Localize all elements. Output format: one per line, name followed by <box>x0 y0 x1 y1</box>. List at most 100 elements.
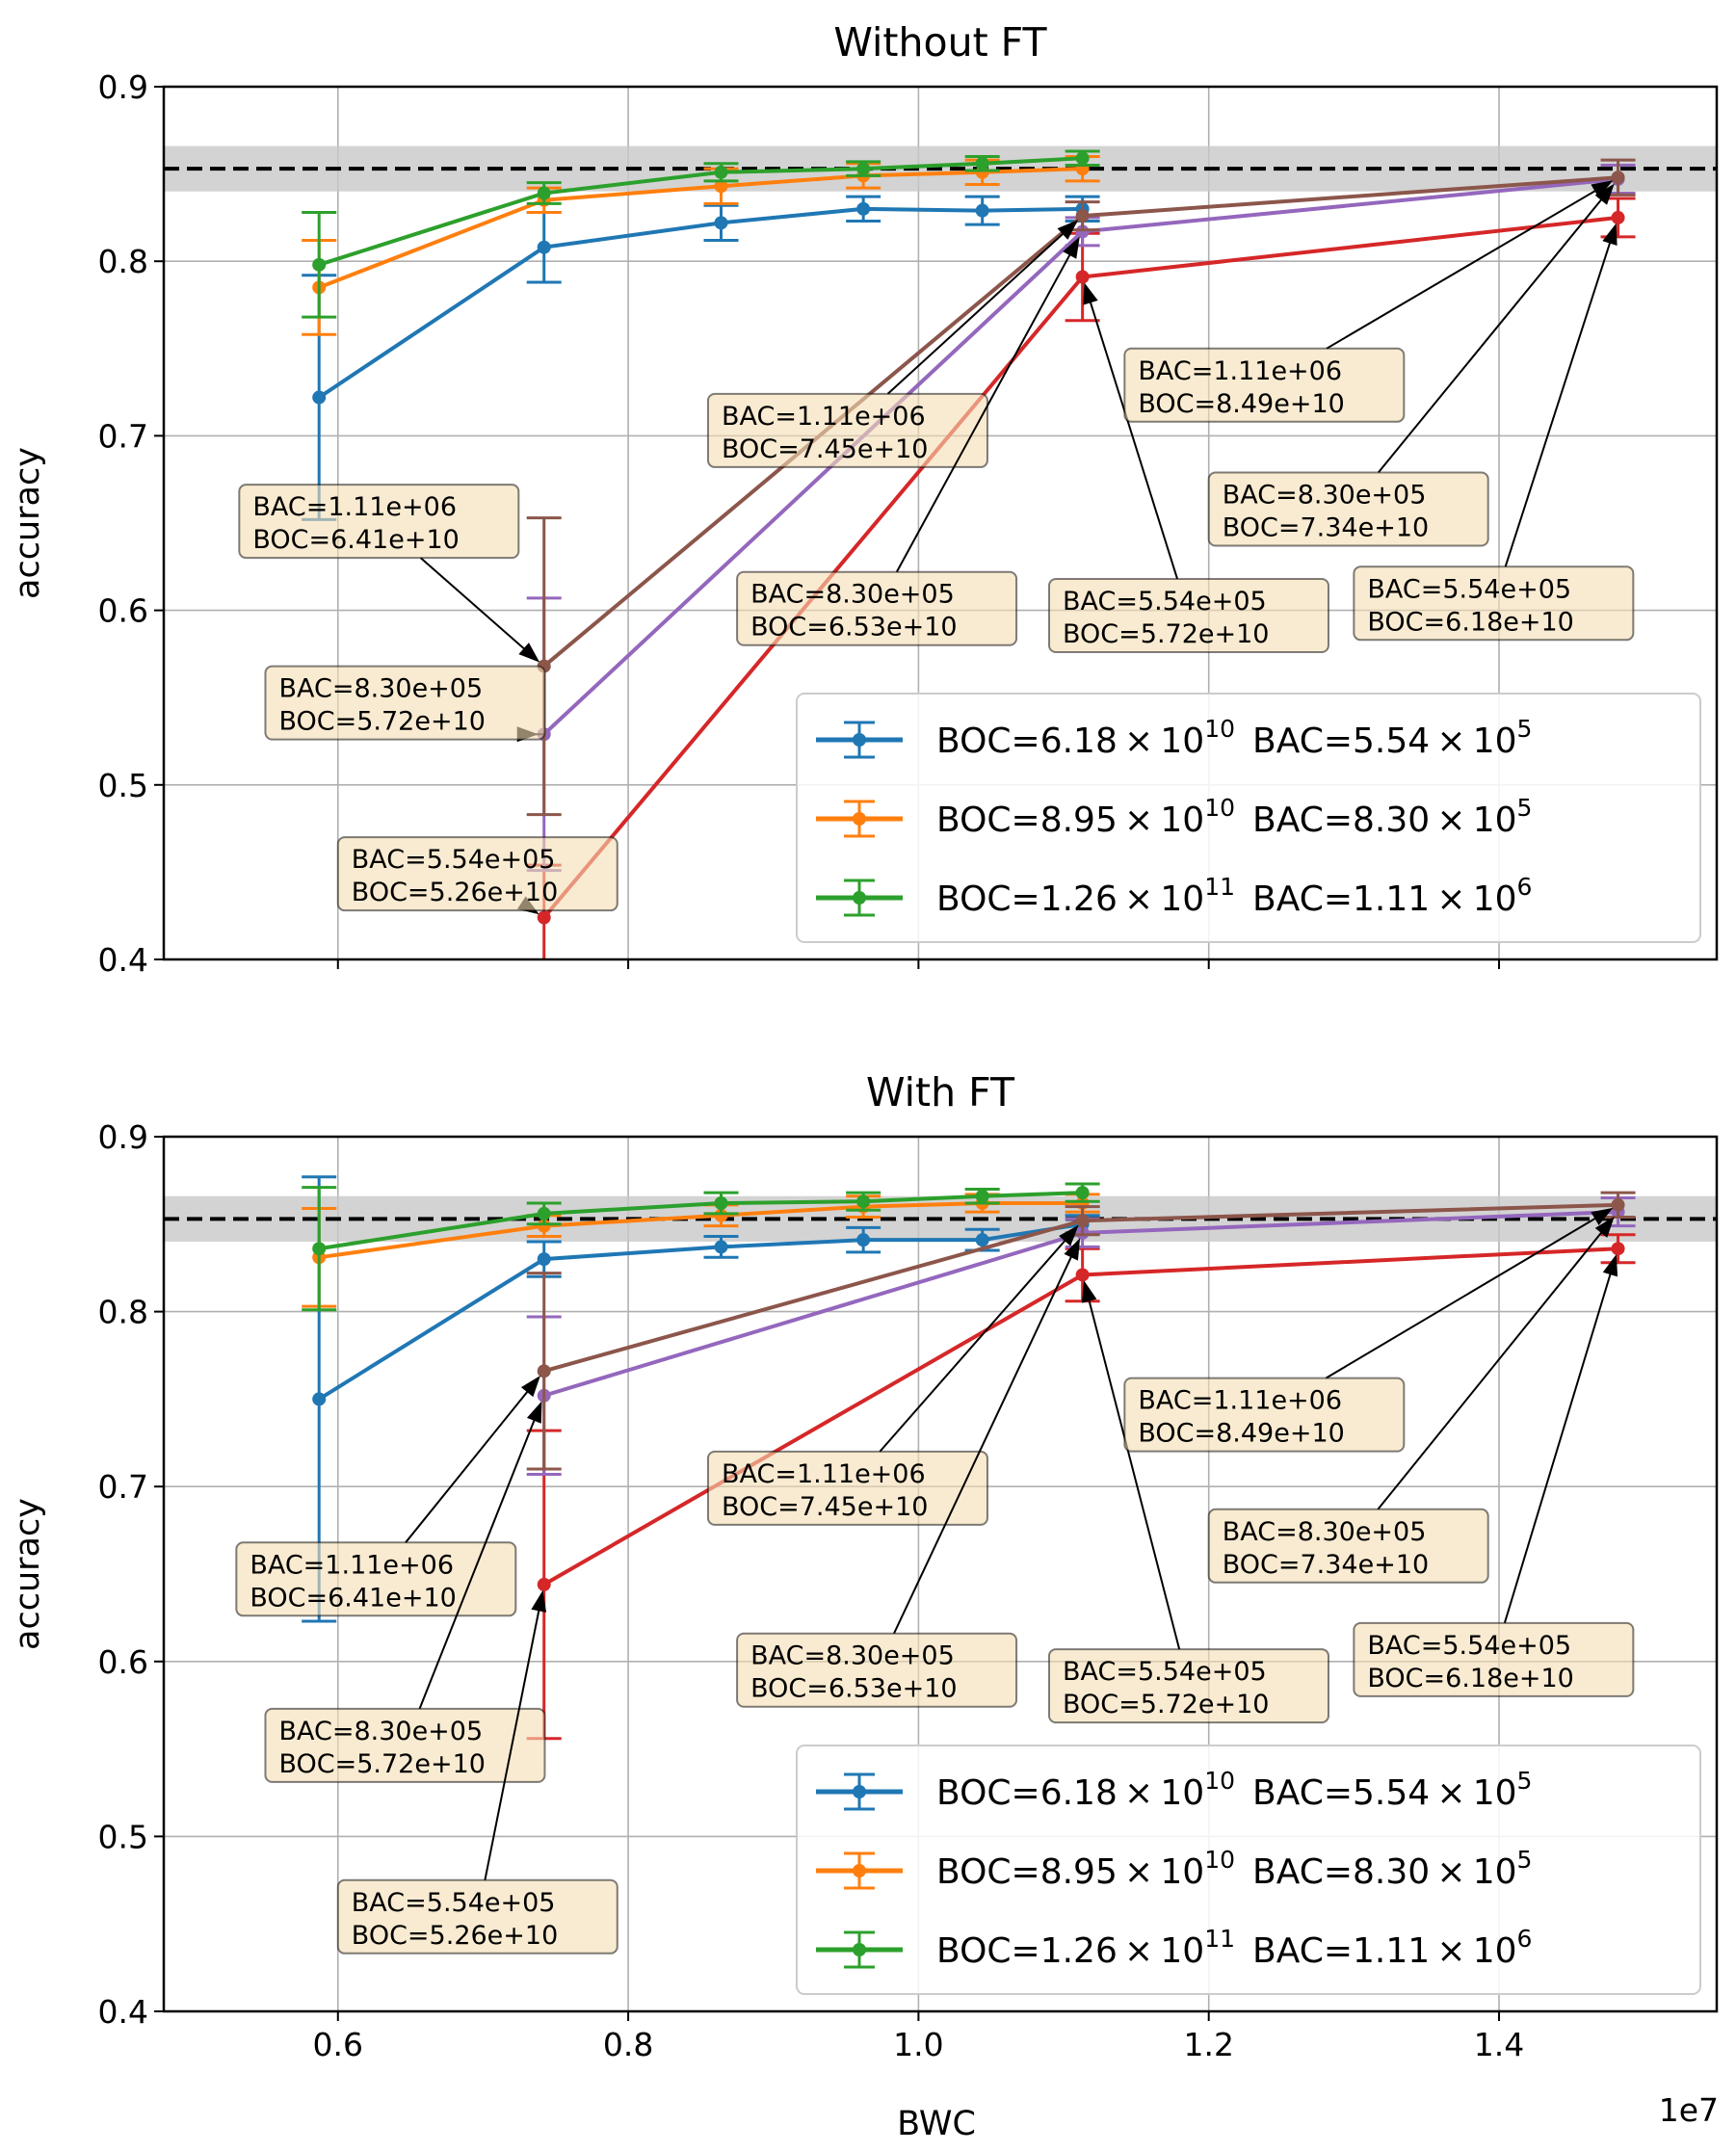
annotation-arrow <box>1377 1226 1607 1510</box>
annotation-arrow <box>1325 1214 1602 1379</box>
data-point <box>975 203 989 218</box>
y-tick-label: 0.5 <box>98 767 148 804</box>
legend-label-part: × 10 <box>1430 1931 1516 1971</box>
data-point <box>1611 1242 1625 1256</box>
annotation-arrow <box>419 557 531 655</box>
annotation-line2: BOC=5.72e+10 <box>278 1749 485 1779</box>
y-tick-label: 0.6 <box>98 592 148 630</box>
data-point <box>537 1219 551 1233</box>
legend-frame <box>796 1745 1701 1995</box>
annotation-box <box>736 1632 1018 1708</box>
y-tick-label: 0.7 <box>98 417 148 455</box>
x-tick-label: 1.2 <box>1183 2026 1233 2063</box>
legend-label-part <box>1235 1931 1252 1971</box>
annotation-line1: BAC=5.54e+05 <box>352 845 556 875</box>
y-axis-label: accuracy <box>9 447 47 599</box>
annotation-line2: BOC=5.72e+10 <box>1063 619 1269 649</box>
y-tick-label: 0.6 <box>98 1643 148 1681</box>
annotation-box <box>706 392 988 468</box>
x-tick-label: 0.8 <box>603 2026 653 2063</box>
legend-label-part: × 10 <box>1118 1852 1204 1892</box>
legend-label-part: BAC=8.30 <box>1252 1852 1430 1892</box>
y-tick-label: 0.8 <box>98 1294 148 1331</box>
legend-label-part <box>1235 1852 1252 1892</box>
x-tick-label: 0.6 <box>313 2026 363 2063</box>
annotation-arrowhead <box>1594 1216 1615 1238</box>
legend-label-part: BOC=8.95 <box>936 1852 1118 1892</box>
data-point <box>714 1196 728 1211</box>
legend-swatch-marker <box>853 1864 866 1877</box>
annotation-box <box>706 1450 988 1526</box>
data-point <box>1075 1214 1090 1228</box>
annotation-arrow <box>1087 295 1179 580</box>
annotation-box <box>736 570 1018 646</box>
legend-entry: BOC=6.18 × 1010 BAC=5.54 × 105 <box>816 715 1532 761</box>
legend-label: BOC=6.18 × 1010 BAC=5.54 × 105 <box>936 1767 1532 1813</box>
legend-label-part: × 10 <box>1118 1931 1204 1971</box>
legend-label-part: 11 <box>1204 1925 1235 1953</box>
data-point <box>1611 1197 1625 1212</box>
legend-label-part: BAC=1.11 <box>1252 879 1430 919</box>
annotation-arrowhead <box>1064 1238 1081 1261</box>
annotation-box <box>1123 1377 1406 1453</box>
annotations: BAC=1.11e+06 BOC=6.41e+10 BAC=8.30e+05 BOC=… <box>235 1207 1635 1955</box>
legend-label: BOC=1.26 × 1011 BAC=1.11 × 106 <box>936 1925 1532 1971</box>
annotation-line1: BAC=1.11e+06 <box>252 492 457 522</box>
legend-label-part: BOC=6.18 <box>936 1773 1118 1813</box>
annotation-arrowhead <box>526 1401 542 1424</box>
legend-label-part: 11 <box>1204 873 1235 901</box>
annotation-arrow <box>1086 1293 1181 1650</box>
data-point <box>714 216 728 230</box>
annotation-arrow <box>879 1234 1071 1453</box>
annotation-box <box>336 1878 618 1955</box>
annotation-line2: BOC=6.41e+10 <box>250 1583 456 1613</box>
annotation-arrow <box>895 248 1074 573</box>
legend-label-part <box>1235 722 1252 761</box>
legend-label-part: × 10 <box>1118 879 1204 919</box>
series-boc-1-26e11-bac-1-11e6 <box>302 1182 1100 1312</box>
plot-area <box>302 149 1636 959</box>
chart-with-ft: With FT accuracy 0.6 0.8 1.0 1.2 1.4 0.4 0.5 0.6 0… <box>9 1069 1719 2063</box>
annotation-line1: BAC=8.30e+05 <box>278 1717 483 1746</box>
annotation-line2: BOC=6.18e+10 <box>1367 607 1573 637</box>
annotation-line2: BOC=5.72e+10 <box>1063 1690 1269 1719</box>
data-point <box>537 910 551 925</box>
legend-swatch-marker <box>853 891 866 905</box>
annotation-box <box>1207 1508 1489 1584</box>
y-tick-label: 0.8 <box>98 243 148 280</box>
annotation-box <box>1123 347 1406 423</box>
data-point <box>1611 210 1625 224</box>
annotation-line2: BOC=6.18e+10 <box>1367 1664 1573 1693</box>
legend-label: BOC=1.26 × 1011 BAC=1.11 × 106 <box>936 873 1532 919</box>
data-point <box>537 186 551 200</box>
data-point <box>312 390 327 405</box>
data-point <box>714 179 728 194</box>
annotation-line1: BAC=5.54e+05 <box>1367 574 1571 604</box>
data-point <box>714 1208 728 1222</box>
legend-label-part: × 10 <box>1430 722 1516 761</box>
series-bac-1-11e6-group <box>526 158 1636 817</box>
annotation-arrow <box>405 1385 533 1543</box>
annotation-line2: BOC=5.26e+10 <box>352 878 558 907</box>
legend-label-part: 10 <box>1204 715 1235 743</box>
annotation-line2: BOC=6.53e+10 <box>750 613 957 643</box>
data-point <box>1075 151 1090 166</box>
data-point <box>537 240 551 254</box>
annotation-line2: BOC=5.72e+10 <box>278 707 485 737</box>
data-point <box>1075 1268 1090 1282</box>
annotation-arrowhead <box>1602 223 1618 247</box>
annotation-arrow <box>418 1412 539 1710</box>
annotation-line1: BAC=1.11e+06 <box>722 402 926 432</box>
legend-entry: BOC=1.26 × 1011 BAC=1.11 × 106 <box>816 873 1532 919</box>
legend-entry: BOC=6.18 × 1010 BAC=5.54 × 105 <box>816 1767 1532 1813</box>
axes-frame <box>162 85 1719 961</box>
legend-label: BOC=6.18 × 1010 BAC=5.54 × 105 <box>936 715 1532 761</box>
annotation-box <box>1047 1648 1329 1724</box>
annotation-line1: BAC=1.11e+06 <box>1138 1386 1342 1416</box>
legend-frame <box>796 693 1701 943</box>
legend-label-part: × 10 <box>1430 800 1516 840</box>
data-point <box>537 1577 551 1591</box>
annotation-line2: BOC=8.49e+10 <box>1138 389 1344 419</box>
data-point <box>312 1242 327 1256</box>
x-offset-text: 1e7 <box>1659 2091 1719 2129</box>
